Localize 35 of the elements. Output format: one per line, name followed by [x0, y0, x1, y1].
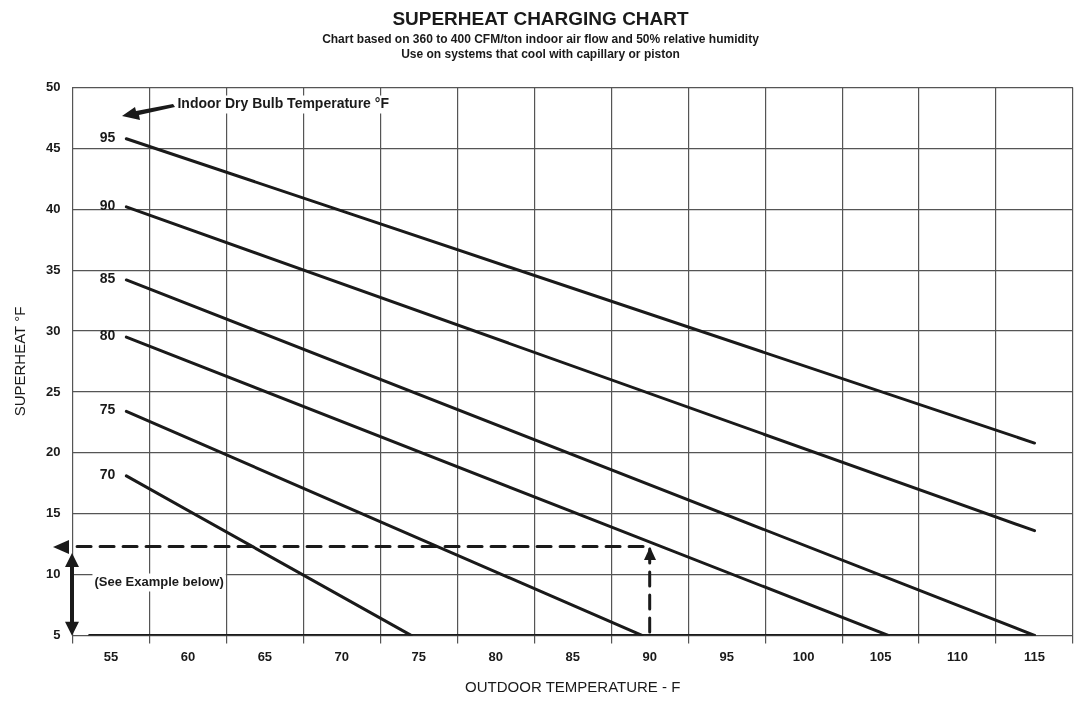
y-tick-label: 20: [45, 444, 61, 460]
series-label: 70: [99, 465, 116, 482]
y-tick-label: 25: [45, 383, 61, 399]
y-tick-label: 40: [45, 200, 61, 216]
series-label: 85: [99, 269, 116, 286]
y-tick-label: 45: [45, 140, 61, 156]
x-tick-label: 95: [719, 648, 734, 664]
y-tick-label: 10: [45, 566, 61, 582]
x-tick-label: 80: [488, 648, 503, 664]
annotation: Indoor Dry Bulb Temperature °F: [177, 95, 390, 112]
chart-subtitle: Chart based on 360 to 400 CFM/ton indoor air flow and 50% relative humidity Use on systems that cool with capillary or piston: [322, 32, 760, 61]
x-tick-label: 70: [334, 648, 350, 664]
y-tick-label: 50: [45, 79, 61, 95]
x-tick-label: 100: [792, 648, 815, 664]
chart-title: SUPERHEAT CHARGING CHART: [392, 7, 690, 29]
series-label: 80: [99, 327, 116, 344]
x-tick-label: 115: [1024, 648, 1046, 664]
x-tick-label: 65: [257, 648, 273, 664]
y-tick-label: 30: [45, 322, 61, 338]
series-label: 90: [99, 196, 116, 213]
x-tick-label: 75: [411, 648, 427, 664]
series-label: 95: [99, 128, 116, 145]
x-tick-label: 55: [103, 648, 119, 664]
x-tick-label: 105: [869, 648, 892, 664]
y-axis-title: SUPERHEAT °F: [11, 306, 29, 417]
series-label: 75: [99, 401, 116, 418]
x-tick-label: 60: [180, 648, 196, 664]
y-tick-label: 35: [45, 261, 61, 277]
annotation: (See Example below): [94, 573, 224, 589]
y-tick-label: 5: [53, 626, 61, 642]
x-tick-label: 90: [642, 648, 657, 664]
x-tick-label: 85: [565, 648, 580, 664]
x-axis-title: OUTDOOR TEMPERATURE - F: [465, 678, 681, 696]
x-tick-label: 110: [947, 648, 969, 664]
y-tick-label: 15: [45, 505, 61, 521]
